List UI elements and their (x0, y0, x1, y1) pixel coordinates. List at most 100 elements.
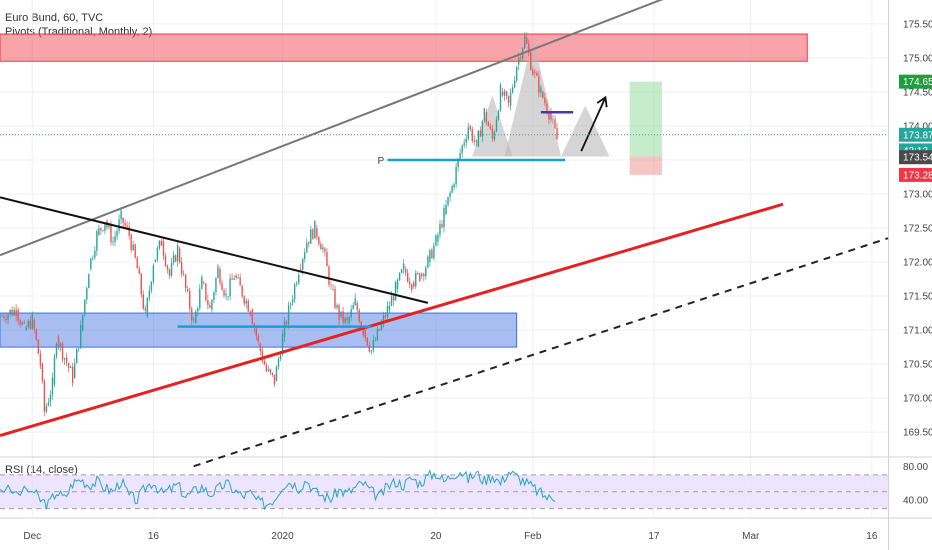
y-tick-label: 173.00 (903, 189, 932, 200)
right-shoulder[interactable] (561, 105, 610, 157)
candle (285, 321, 288, 324)
profit-target-box[interactable] (629, 81, 662, 157)
red-rising-trendline[interactable] (0, 202, 784, 438)
candle (84, 299, 86, 315)
candle (41, 364, 44, 382)
candle (55, 344, 58, 358)
candle (368, 345, 371, 352)
candle (465, 138, 467, 143)
candle (306, 243, 308, 253)
candle (503, 91, 506, 96)
candle (5, 318, 7, 321)
candle (297, 274, 300, 284)
x-tick-label: 2020 (271, 531, 294, 542)
candle (293, 284, 296, 300)
candle (229, 278, 231, 296)
chart-legend: Euro Bund, 60, TVC Pivots (Traditional, … (5, 11, 152, 39)
candle (453, 184, 455, 188)
candle (411, 284, 413, 290)
candle (449, 192, 451, 197)
x-tick-label: 16 (148, 531, 160, 542)
candle (513, 80, 516, 88)
candle (205, 283, 207, 300)
candle (116, 230, 118, 237)
candle (556, 128, 558, 140)
candle (138, 268, 140, 274)
candle (471, 129, 473, 142)
candle (499, 84, 502, 111)
candle (396, 279, 399, 290)
descending-trendline[interactable] (0, 196, 429, 304)
candle (370, 350, 373, 352)
x-tick-label: Feb (524, 531, 542, 542)
candle (461, 145, 463, 154)
candle (241, 285, 243, 297)
candle (505, 91, 508, 96)
head[interactable] (504, 37, 562, 157)
symbol-title: Euro Bund, 60, TVC (5, 12, 104, 24)
candle (136, 257, 138, 269)
candle (120, 210, 122, 220)
candle (538, 75, 540, 93)
candle (548, 112, 550, 120)
candle (219, 268, 221, 284)
candle (251, 309, 253, 324)
pivots-indicator-label[interactable]: Pivots (Traditional, Monthly, 2) (5, 26, 153, 38)
y-tick-label: 175.00 (903, 53, 932, 64)
candle (59, 343, 62, 347)
candle (400, 269, 403, 273)
candle (259, 343, 262, 352)
candle (43, 381, 46, 412)
rsi-line[interactable] (0, 468, 556, 511)
candle (415, 273, 417, 287)
rsi-y-tick-label: 40.00 (903, 496, 928, 507)
candle (394, 282, 397, 301)
candle (304, 252, 306, 259)
candle (287, 305, 290, 324)
y-tick-label: 175.50 (903, 19, 932, 30)
candle (536, 73, 538, 76)
candle (39, 353, 42, 366)
candle (94, 250, 96, 258)
candle (140, 273, 142, 295)
candle (384, 315, 387, 317)
candle (308, 241, 310, 244)
candle (447, 196, 449, 205)
candle (31, 314, 33, 329)
candle (108, 225, 110, 228)
candle (80, 325, 82, 349)
candle (146, 297, 149, 317)
candle (257, 335, 260, 342)
rsi-indicator-label[interactable]: RSI (14, close) (5, 464, 78, 476)
candle (102, 230, 104, 231)
stop-loss-box[interactable] (629, 156, 662, 175)
candle (110, 225, 112, 243)
candle (354, 298, 356, 306)
candle (142, 294, 144, 309)
candle (515, 66, 518, 81)
candle (479, 130, 482, 137)
entry-value: 173.54 (903, 153, 932, 164)
candle (168, 269, 171, 276)
candle (189, 290, 191, 309)
candle (328, 266, 330, 285)
candle (112, 241, 114, 243)
dashed-rising-trendline[interactable] (193, 237, 889, 468)
projection-arrow[interactable] (580, 96, 607, 152)
y-tick-label: 170.00 (903, 394, 932, 405)
candle (71, 366, 74, 383)
stop-badge (899, 167, 932, 182)
candle (542, 91, 544, 98)
candle (291, 299, 294, 303)
candle (528, 43, 530, 53)
resistance-zone[interactable] (0, 33, 808, 62)
candle (201, 276, 203, 289)
upper-rising-trendline[interactable] (0, 0, 678, 257)
candle (279, 355, 282, 360)
candle (29, 320, 31, 329)
candle (191, 308, 193, 321)
candle (243, 296, 245, 304)
candle (534, 71, 536, 74)
y-tick-label: 174.00 (903, 121, 932, 132)
